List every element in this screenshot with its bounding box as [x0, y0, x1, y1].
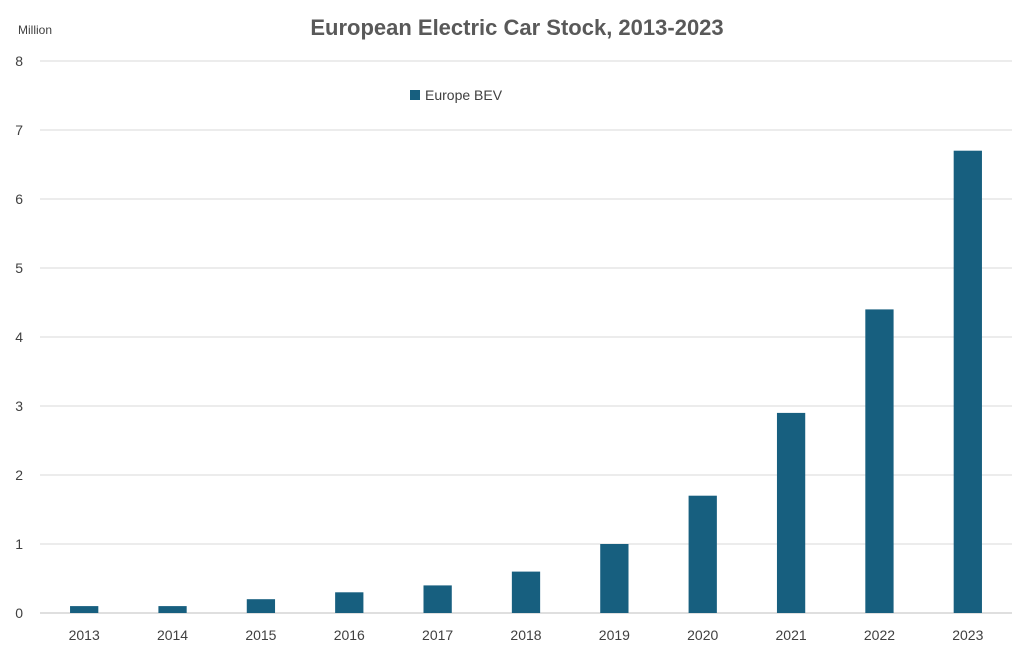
x-tick-label: 2020	[687, 627, 718, 643]
y-tick-label: 0	[15, 605, 23, 621]
gridlines	[40, 60, 1012, 614]
bar-2018	[511, 571, 541, 613]
bar-2014	[158, 606, 187, 613]
x-tick-label: 2018	[510, 627, 541, 643]
x-tick-label: 2014	[157, 627, 188, 643]
y-tick-label: 8	[15, 53, 23, 69]
x-axis-ticks: 2013 2014 2015 2016 2017 2018 2019 2020 2021 2022…	[69, 627, 984, 643]
y-axis-unit-label: Million	[18, 23, 52, 37]
x-tick-label: 2021	[776, 627, 807, 643]
y-tick-label: 6	[15, 191, 23, 207]
y-tick-label: 1	[15, 536, 23, 552]
bar-2022	[865, 309, 894, 613]
y-tick-label: 2	[15, 467, 23, 483]
bar-2013	[70, 606, 99, 613]
bar-2019	[600, 544, 629, 613]
x-tick-label: 2015	[245, 627, 276, 643]
bars	[70, 150, 982, 613]
y-tick-label: 7	[15, 122, 23, 138]
bar-2023	[953, 150, 982, 613]
bar-2017	[423, 585, 452, 613]
legend-label-europe-bev: Europe BEV	[425, 87, 503, 103]
legend: Europe BEV	[410, 87, 503, 103]
y-tick-label: 5	[15, 260, 23, 276]
x-tick-label: 2019	[599, 627, 630, 643]
bar-2016	[335, 592, 364, 613]
bar-2015	[246, 599, 276, 613]
x-tick-label: 2016	[334, 627, 365, 643]
y-axis-ticks: 0 1 2 3 4 5 6 7 8	[15, 53, 23, 621]
x-tick-label: 2023	[952, 627, 983, 643]
y-tick-label: 3	[15, 398, 23, 414]
x-tick-label: 2013	[69, 627, 100, 643]
legend-swatch-europe-bev	[410, 90, 420, 100]
bar-2021	[776, 412, 806, 613]
x-tick-label: 2022	[864, 627, 895, 643]
x-tick-label: 2017	[422, 627, 453, 643]
y-tick-label: 4	[15, 329, 23, 345]
bar-2020	[688, 495, 717, 613]
chart-title: European Electric Car Stock, 2013-2023	[310, 15, 723, 40]
